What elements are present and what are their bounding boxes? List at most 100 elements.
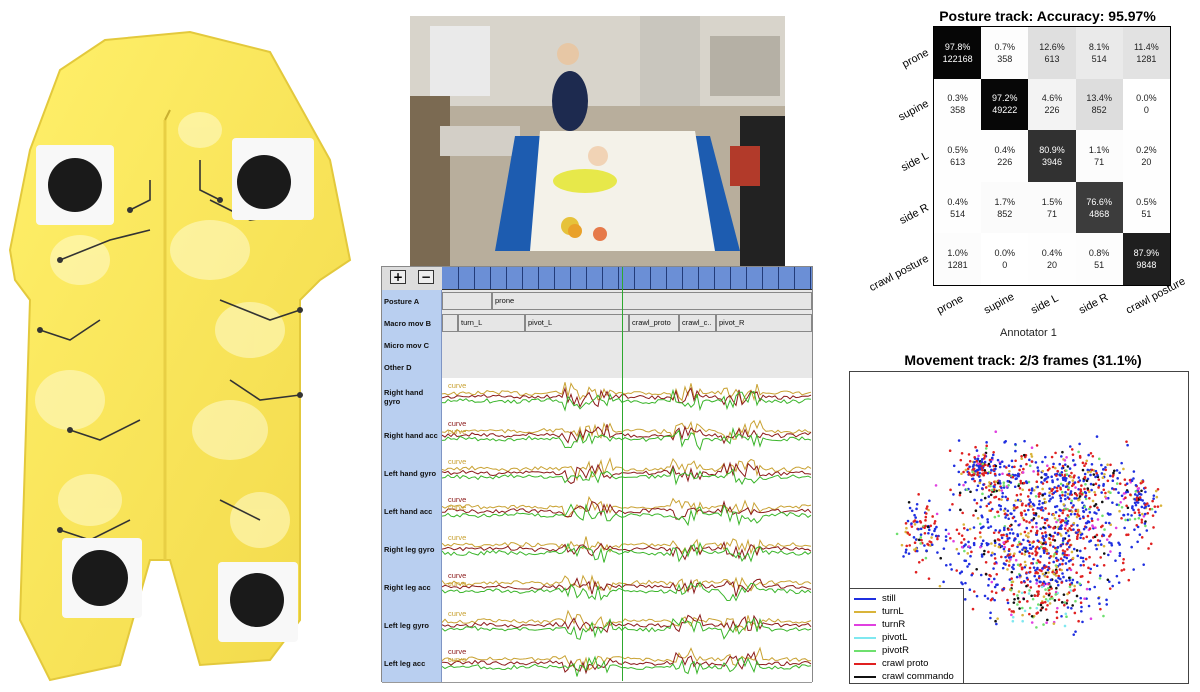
scatter-point <box>1001 472 1004 476</box>
cell-count: 0 <box>1002 260 1008 271</box>
scatter-point <box>964 581 967 585</box>
scatter-point <box>1079 575 1083 578</box>
signal-plot[interactable]: curve <box>441 606 812 644</box>
scatter-point <box>910 509 914 513</box>
signal-plot[interactable]: curve curve <box>441 568 812 606</box>
matrix-cell: 0.5% 613 <box>934 130 982 182</box>
track-area[interactable]: prone <box>442 290 812 312</box>
signal-plot[interactable]: curve curve <box>441 416 812 454</box>
scatter-point <box>960 541 963 544</box>
scatter-point <box>1076 554 1080 558</box>
scatter-point <box>1144 490 1147 494</box>
scatter-point <box>926 525 930 529</box>
scatter-point <box>1020 457 1023 461</box>
scatter-point <box>1064 497 1067 501</box>
signal-plot[interactable]: curve <box>441 378 812 416</box>
scatter-point <box>987 495 991 498</box>
scatter-point <box>966 552 970 555</box>
timeline-ruler[interactable] <box>442 267 812 290</box>
scatter-point <box>1007 556 1011 559</box>
segment-prone[interactable]: prone <box>492 292 812 310</box>
scatter-point <box>965 488 969 492</box>
scatter-point <box>1095 435 1099 438</box>
scatter-point <box>1003 526 1006 530</box>
scatter-point <box>1118 482 1122 485</box>
scatter-point <box>1050 475 1053 479</box>
track-area[interactable] <box>442 334 812 356</box>
matrix-cell: 1.1% 71 <box>1075 130 1123 182</box>
track-macro: Macro mov B turn_L pivot_L crawl_proto c… <box>382 312 812 335</box>
scatter-point <box>1055 474 1058 477</box>
scatter-point <box>1097 478 1101 481</box>
scatter-point <box>1152 526 1155 529</box>
scatter-point <box>1025 462 1028 466</box>
scatter-point <box>1082 479 1085 483</box>
playhead-cursor[interactable] <box>622 267 623 681</box>
signal-plot[interactable]: curve <box>441 454 812 492</box>
track-label: Macro mov B <box>382 312 442 334</box>
scatter-point <box>1079 596 1082 600</box>
scatter-point <box>1000 533 1003 537</box>
cell-percent: 87.9% <box>1133 248 1160 259</box>
cell-percent: 11.4% <box>1133 41 1159 52</box>
scatter-point <box>1115 469 1119 472</box>
segment-blank[interactable] <box>442 314 458 332</box>
cell-count: 51 <box>1141 208 1152 219</box>
scatter-point <box>1068 585 1072 589</box>
scatter-point <box>1136 494 1139 497</box>
scatter-point <box>930 533 934 536</box>
scatter-point <box>1132 508 1135 512</box>
scatter-point <box>1149 542 1153 546</box>
zoom-in-button[interactable]: + <box>390 270 406 284</box>
zoom-out-button[interactable]: − <box>418 270 434 284</box>
signal-plot[interactable]: curve curve <box>441 644 812 682</box>
scatter-point <box>973 498 976 502</box>
scatter-point <box>1073 512 1077 516</box>
ruler-tick <box>490 267 491 289</box>
scatter-point <box>1139 493 1143 496</box>
ruler-tick <box>634 267 635 289</box>
scatter-point <box>1078 442 1081 446</box>
column-label: prone <box>935 292 966 317</box>
scatter-point <box>1070 510 1074 513</box>
segment-blank[interactable] <box>442 292 492 310</box>
scatter-point <box>1092 473 1096 476</box>
scatter-point <box>1011 619 1015 623</box>
segment-crawl-c[interactable]: crawl_c.. <box>679 314 716 332</box>
scatter-point <box>1133 517 1137 521</box>
scatter-point <box>1071 563 1075 566</box>
scatter-point <box>1063 553 1066 557</box>
scatter-point <box>1030 487 1034 490</box>
scatter-point <box>1089 617 1093 621</box>
ruler-tick <box>698 267 699 289</box>
scatter-point <box>971 470 974 474</box>
signal-plot[interactable]: curve curve <box>441 492 812 530</box>
scatter-point <box>1117 541 1120 545</box>
scatter-point <box>1076 533 1080 536</box>
scatter-point <box>984 560 988 564</box>
scatter-point <box>1083 597 1086 600</box>
signal-plot[interactable]: curve <box>441 530 812 568</box>
scatter-point <box>1096 543 1100 547</box>
track-area[interactable]: turn_L pivot_L crawl_proto crawl_c.. piv… <box>442 312 812 334</box>
scatter-point <box>1146 511 1150 515</box>
cell-count: 226 <box>997 156 1013 167</box>
scatter-point <box>1019 563 1022 566</box>
scatter-point <box>1002 484 1006 487</box>
segment-pivot-l[interactable]: pivot_L <box>525 314 629 332</box>
scatter-point <box>1020 581 1023 584</box>
track-area[interactable] <box>442 356 812 378</box>
scatter-point <box>980 458 984 461</box>
scatter-point <box>1103 528 1106 531</box>
segment-turn-l[interactable]: turn_L <box>458 314 525 332</box>
scatter-point <box>1056 546 1060 549</box>
segment-crawl-proto[interactable]: crawl_proto <box>629 314 679 332</box>
scatter-point <box>989 501 992 504</box>
segment-pivot-r[interactable]: pivot_R <box>716 314 812 332</box>
scatter-point <box>1055 489 1059 493</box>
scatter-point <box>1036 594 1039 598</box>
scatter-point <box>1103 472 1106 476</box>
cell-percent: 0.0% <box>994 248 1016 259</box>
scatter-point <box>1042 547 1045 550</box>
scatter-point <box>1122 558 1125 561</box>
